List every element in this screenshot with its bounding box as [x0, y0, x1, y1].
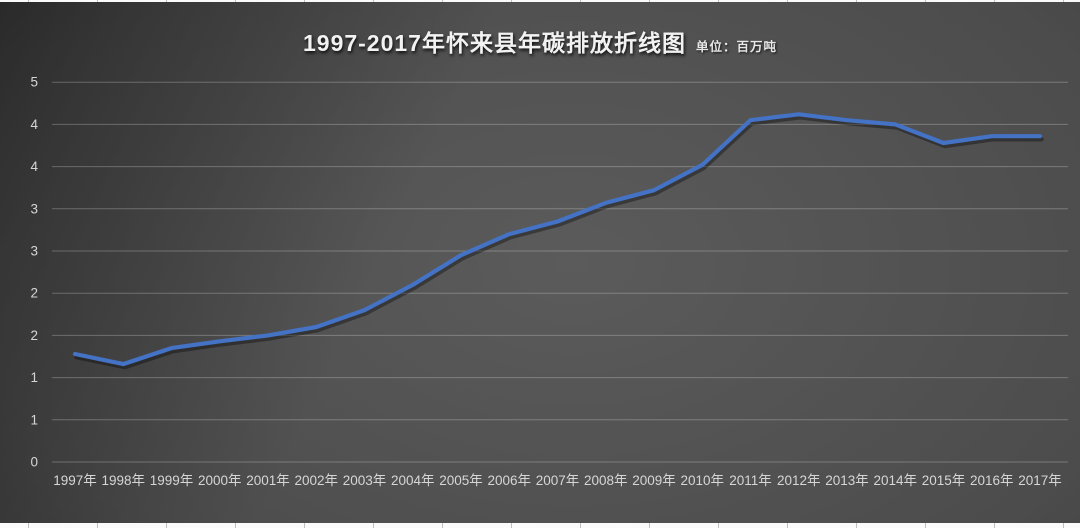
column-tick — [649, 523, 650, 528]
x-axis-tick-label: 2013年 — [825, 473, 869, 488]
column-tick — [718, 523, 719, 528]
x-axis-tick-label: 1997年 — [53, 473, 97, 488]
column-tick — [580, 523, 581, 528]
y-axis-tick-label: 5 — [30, 75, 38, 90]
column-tick — [304, 523, 305, 528]
column-tick — [787, 523, 788, 528]
x-axis-tick-label: 2008年 — [584, 473, 628, 488]
y-axis-tick-label: 1 — [30, 412, 38, 427]
column-tick — [925, 523, 926, 528]
column-tick — [994, 0, 995, 2]
column-tick — [511, 523, 512, 528]
emission-line-shadow — [74, 115, 1044, 370]
column-tick — [166, 523, 167, 528]
column-tick — [718, 0, 719, 2]
column-tick — [1063, 523, 1064, 528]
column-tick — [166, 0, 167, 2]
chart-title: 1997-2017年怀来县年碳排放折线图 — [302, 30, 686, 56]
x-axis-tick-label: 2002年 — [295, 473, 339, 488]
column-tick — [442, 523, 443, 528]
y-axis-tick-label: 4 — [30, 117, 38, 132]
column-tick — [373, 0, 374, 2]
column-tick — [856, 0, 857, 2]
emission-line — [72, 112, 1043, 367]
column-tick — [511, 0, 512, 2]
column-tick — [925, 0, 926, 2]
x-axis-tick-label: 2005年 — [439, 473, 483, 488]
spreadsheet-bottom-edge — [0, 523, 1080, 528]
y-axis-tick-label: 4 — [30, 159, 38, 174]
column-tick — [28, 523, 29, 528]
x-axis-tick-label: 2010年 — [681, 473, 725, 488]
x-axis-tick-label: 2017年 — [1018, 473, 1062, 488]
x-axis-tick-label: 2000年 — [198, 473, 242, 488]
x-axis-tick-label: 2011年 — [729, 473, 772, 488]
column-tick — [28, 0, 29, 2]
x-axis-tick-label: 1998年 — [102, 473, 146, 488]
column-tick — [235, 523, 236, 528]
x-axis-tick-label: 2016年 — [970, 473, 1014, 488]
x-axis-tick-label: 2015年 — [922, 473, 966, 488]
y-axis-tick-label: 3 — [30, 244, 38, 259]
x-axis-tick-label: 2004年 — [391, 473, 435, 488]
spreadsheet-top-edge — [0, 0, 1080, 2]
column-tick — [442, 0, 443, 2]
y-axis-tick-label: 1 — [30, 370, 38, 385]
column-tick — [373, 523, 374, 528]
y-axis-tick-label: 2 — [30, 328, 38, 343]
column-tick — [235, 0, 236, 2]
column-tick — [787, 0, 788, 2]
chart-header: 1997-2017年怀来县年碳排放折线图 单位：百万吨 — [0, 24, 1080, 58]
column-tick — [304, 0, 305, 2]
x-axis-tick-label: 2012年 — [777, 473, 821, 488]
x-axis-tick-label: 2014年 — [874, 473, 918, 488]
column-tick — [97, 0, 98, 2]
y-axis-tick-label: 3 — [30, 201, 38, 216]
x-axis-tick-label: 2001年 — [246, 473, 290, 488]
column-tick — [1063, 0, 1064, 2]
x-axis-tick-label: 1999年 — [150, 473, 194, 488]
y-axis-tick-label: 0 — [30, 455, 38, 470]
x-axis-tick-label: 2006年 — [488, 473, 532, 488]
x-axis-tick-label: 2003年 — [343, 473, 387, 488]
unit-label: 单位：百万吨 — [695, 40, 777, 54]
column-tick — [856, 523, 857, 528]
column-tick — [97, 523, 98, 528]
column-tick — [580, 0, 581, 2]
x-axis-tick-label: 2007年 — [536, 473, 580, 488]
x-axis-tick-label: 2009年 — [632, 473, 676, 488]
y-axis-tick-label: 2 — [30, 286, 38, 301]
column-tick — [994, 523, 995, 528]
column-tick — [649, 0, 650, 2]
